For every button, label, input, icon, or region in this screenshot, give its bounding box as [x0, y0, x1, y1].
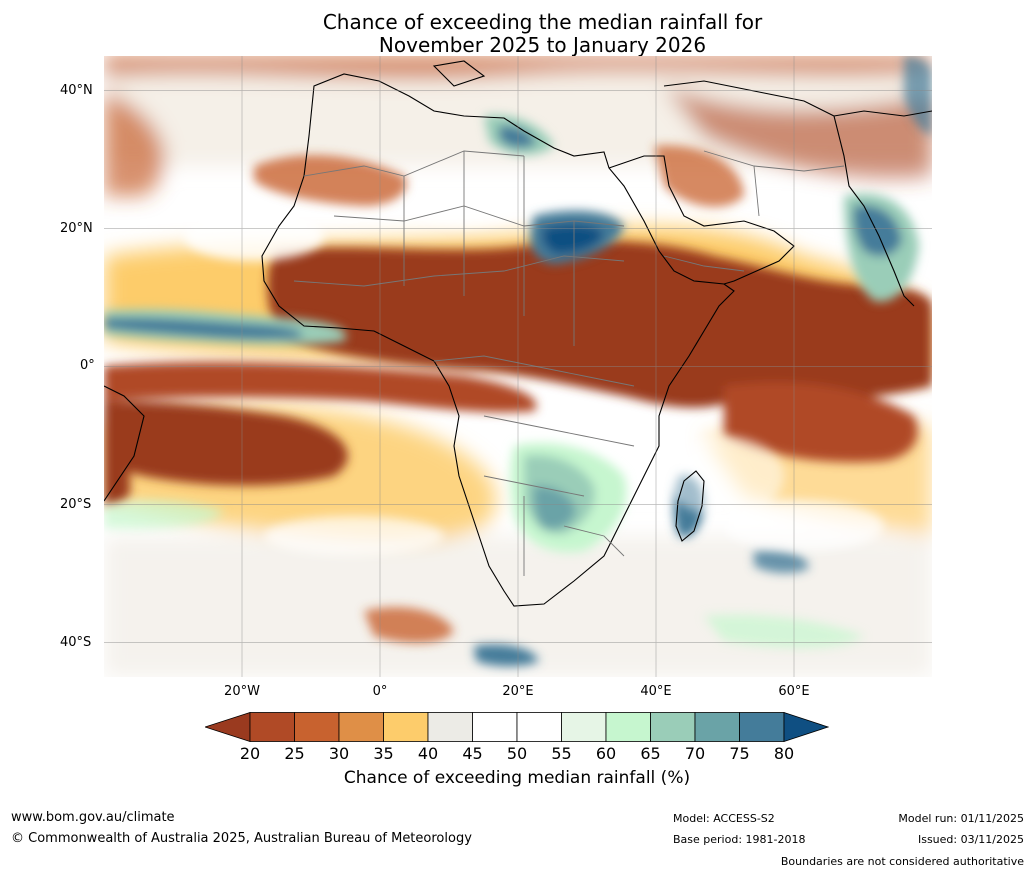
rainfall-probability-map: [104, 56, 932, 677]
colorbar-cell: [739, 712, 785, 742]
colorbar: [205, 712, 829, 742]
footer-base-period: Base period: 1981-2018: [673, 833, 806, 846]
colorbar-tick-label: 45: [462, 744, 483, 763]
lat-label-0: 0°: [80, 358, 95, 373]
colorbar-tick-label: 60: [595, 744, 617, 763]
colorbar-tick-label: 80: [773, 744, 795, 763]
map-title-line2: November 2025 to January 2026: [378, 33, 707, 57]
graticule: [104, 56, 932, 677]
colorbar-tick-label: 65: [640, 744, 661, 763]
colorbar-cell: [605, 712, 651, 742]
colorbar-tick-label: 40: [417, 744, 439, 763]
colorbar-cell: [338, 712, 384, 742]
colorbar-cell: [294, 712, 340, 742]
footer-copyright: © Commonwealth of Australia 2025, Austra…: [11, 831, 472, 846]
probability-field-wet: [104, 56, 932, 667]
colorbar-extend-high: [783, 712, 829, 742]
lon-label-40e: 40°E: [640, 684, 672, 699]
colorbar-tick-label: 50: [506, 744, 528, 763]
colorbar-tick-label: 55: [551, 744, 572, 763]
lon-label-20e: 20°E: [502, 684, 534, 699]
probability-field-dry-band: [104, 145, 932, 643]
footer-issued: Issued: 03/11/2025: [917, 833, 1024, 846]
colorbar-tick-label: 30: [328, 744, 350, 763]
colorbar-extend-low: [205, 712, 251, 742]
footer-model-run: Model run: 01/11/2025: [898, 812, 1024, 825]
footer-website: www.bom.gov.au/climate: [11, 810, 175, 825]
colorbar-cell: [694, 712, 740, 742]
colorbar-label: Chance of exceeding median rainfall (%): [343, 768, 691, 788]
colorbar-tick-label: 75: [729, 744, 750, 763]
coastlines: [104, 60, 932, 607]
lon-label-20w: 20°W: [224, 684, 260, 699]
country-borders: [293, 150, 845, 576]
footer-model: Model: ACCESS-S2: [673, 812, 775, 825]
lon-label-0: 0°: [372, 684, 388, 699]
colorbar-cell: [650, 712, 696, 742]
lon-label-60e: 60°E: [778, 684, 810, 699]
colorbar-tick-label: 70: [684, 744, 706, 763]
lat-label-20n: 20°N: [60, 221, 93, 236]
map-title-line1: Chance of exceeding the median rainfall …: [322, 10, 763, 34]
colorbar-tick-label: 20: [239, 744, 261, 763]
lat-label-20s: 20°S: [60, 497, 92, 512]
colorbar-cell: [249, 712, 295, 742]
lat-label-40n: 40°N: [60, 83, 93, 98]
colorbar-cell: [383, 712, 429, 742]
colorbar-cell: [561, 712, 607, 742]
colorbar-cell: [516, 712, 562, 742]
lat-label-40s: 40°S: [60, 635, 92, 650]
colorbar-cell: [427, 712, 473, 742]
colorbar-tick-label: 35: [373, 744, 394, 763]
colorbar-cell: [472, 712, 518, 742]
footer-disclaimer: Boundaries are not considered authoritat…: [780, 855, 1024, 868]
colorbar-tick-label: 25: [284, 744, 305, 763]
